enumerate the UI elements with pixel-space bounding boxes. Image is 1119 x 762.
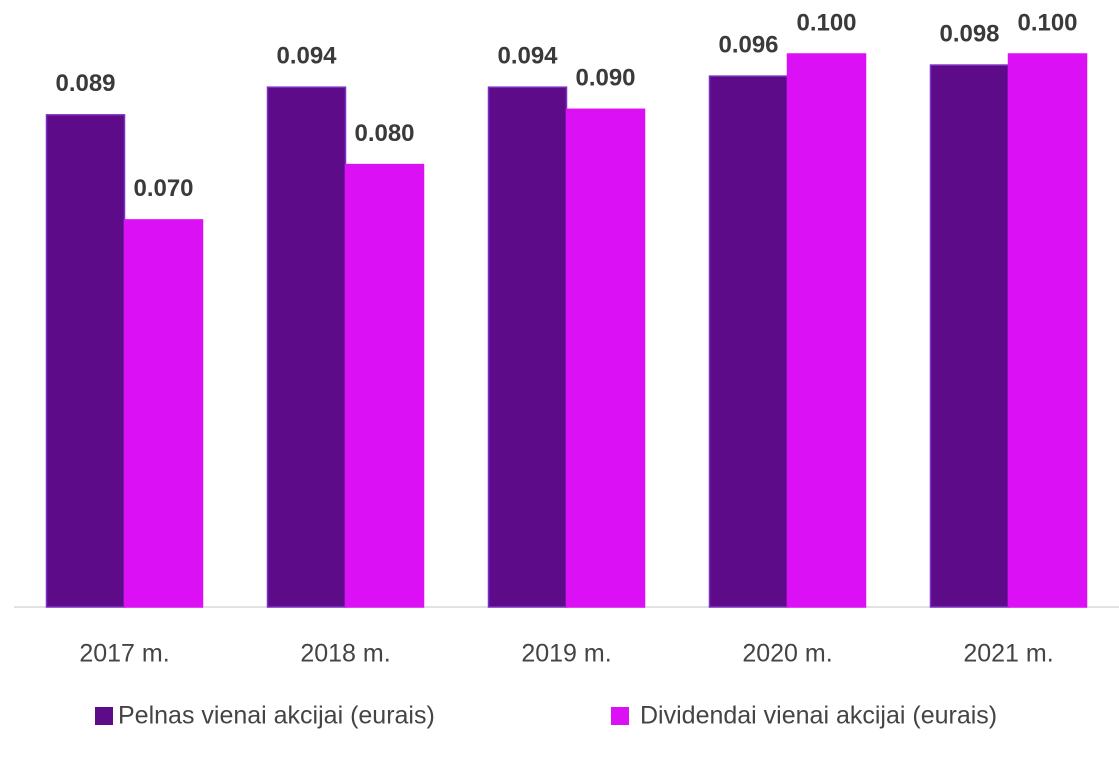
data-label: 0.089: [55, 70, 115, 97]
bar: [708, 75, 789, 608]
data-label: 0.100: [796, 9, 856, 36]
data-label: 0.090: [575, 65, 635, 92]
data-label: 0.080: [354, 120, 414, 147]
data-label: 0.096: [718, 31, 778, 58]
bar: [1007, 53, 1088, 608]
legend-label: Dividendai vienai akcijai (eurais): [640, 702, 997, 730]
data-label: 0.098: [939, 20, 999, 47]
legend-swatch: [611, 707, 629, 725]
x-tick-label: 2021 m.: [963, 640, 1053, 668]
bar: [929, 64, 1010, 608]
data-label: 0.100: [1017, 9, 1077, 36]
bar: [344, 163, 425, 608]
bar: [266, 86, 347, 608]
bar: [45, 114, 126, 608]
data-label: 0.094: [497, 43, 558, 70]
legend-swatch: [95, 707, 113, 725]
bar: [123, 219, 204, 608]
data-label: 0.094: [276, 43, 337, 70]
data-label: 0.070: [133, 175, 193, 202]
x-tick-label: 2017 m.: [79, 640, 169, 668]
x-tick-label: 2019 m.: [521, 640, 611, 668]
bar: [786, 53, 867, 608]
legend-label: Pelnas vienai akcijai (eurais): [118, 702, 435, 730]
x-tick-label: 2020 m.: [742, 640, 832, 668]
bar: [487, 86, 568, 608]
bar: [565, 108, 646, 608]
x-tick-label: 2018 m.: [300, 640, 390, 668]
